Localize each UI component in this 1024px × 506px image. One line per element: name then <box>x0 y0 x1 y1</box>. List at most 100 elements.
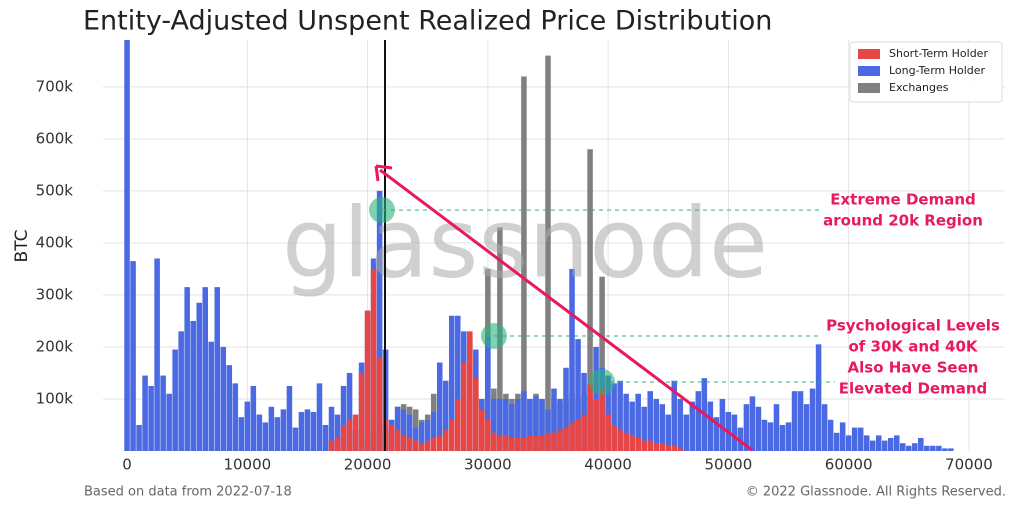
bar <box>461 362 467 451</box>
bar <box>521 76 527 451</box>
bar <box>743 404 750 451</box>
x-tick-label: 50000 <box>705 456 753 474</box>
annotations: Extreme Demand around 20k Region Psycholog… <box>823 191 1000 398</box>
bar <box>605 375 611 451</box>
bar <box>316 383 323 451</box>
bar <box>497 435 503 451</box>
bar <box>707 401 714 451</box>
bar <box>900 443 906 451</box>
bar <box>755 406 762 451</box>
bar <box>629 435 635 451</box>
bar <box>912 443 918 451</box>
bar <box>557 430 563 451</box>
bar <box>605 414 611 451</box>
bar <box>503 435 509 451</box>
bar <box>406 414 413 451</box>
bar <box>533 396 539 451</box>
x-tick-label: 10000 <box>223 456 271 474</box>
bar <box>485 419 491 451</box>
bar <box>166 393 172 451</box>
bar <box>352 414 359 451</box>
bar <box>418 443 425 451</box>
y-axis-label: BTC <box>12 230 32 263</box>
bar <box>653 443 659 451</box>
bar <box>563 427 569 451</box>
bar <box>304 409 311 451</box>
bar <box>406 437 413 451</box>
bar <box>509 437 515 451</box>
bar <box>930 445 936 451</box>
bar <box>539 398 545 451</box>
watermark: glassnode <box>282 187 768 299</box>
bar <box>761 419 768 451</box>
bar <box>346 419 353 451</box>
bar <box>148 385 154 451</box>
bar <box>400 435 407 451</box>
bar <box>202 287 208 451</box>
bar <box>611 383 617 451</box>
bar <box>412 440 419 451</box>
bar <box>569 422 575 451</box>
x-tick-label: 70000 <box>945 456 993 474</box>
x-tick-label: 0 <box>122 456 132 474</box>
bar <box>455 315 461 451</box>
bar <box>887 437 894 451</box>
bar <box>924 445 930 451</box>
bar <box>821 404 828 451</box>
bar <box>449 315 455 451</box>
bar <box>845 435 852 451</box>
bar <box>286 385 293 451</box>
bar <box>527 435 533 451</box>
bar <box>515 398 521 451</box>
bar <box>370 268 377 451</box>
bar <box>851 427 858 451</box>
bar <box>340 385 347 451</box>
bar <box>238 417 245 451</box>
bar <box>473 378 479 451</box>
bar <box>268 406 275 451</box>
bar <box>424 419 431 451</box>
bar <box>521 437 527 451</box>
bar <box>220 346 227 451</box>
bar <box>659 443 666 451</box>
bar <box>160 375 166 451</box>
trend-arrow <box>379 168 753 452</box>
bar <box>767 422 774 451</box>
x-tick-label: 40000 <box>584 456 632 474</box>
annotation: Extreme Demand <box>830 191 975 209</box>
bar <box>172 349 178 451</box>
bar <box>442 380 449 451</box>
bar <box>244 401 251 451</box>
bars <box>124 40 954 451</box>
bar <box>665 445 672 451</box>
highlight <box>481 323 507 349</box>
footer-source: Based on data from 2022-07-18 <box>84 485 292 500</box>
bar <box>918 437 924 451</box>
bar <box>310 411 317 451</box>
highlight <box>589 369 615 395</box>
legend-swatch <box>858 49 880 59</box>
legend-box <box>849 41 1003 103</box>
bar <box>671 445 678 451</box>
bar <box>346 372 353 451</box>
bar <box>575 419 581 451</box>
arrow-head <box>374 164 393 182</box>
bar <box>575 339 581 451</box>
bar <box>641 440 647 451</box>
bar <box>424 440 431 451</box>
bar <box>629 401 635 451</box>
bar <box>334 437 341 451</box>
annotation: Elevated Demand <box>839 380 988 398</box>
bar <box>226 365 233 451</box>
y-tick-label: 700k <box>36 77 74 95</box>
legend-label: Exchanges <box>889 81 949 94</box>
bar <box>485 336 491 451</box>
bar <box>190 320 196 451</box>
y-tick-label: 500k <box>36 181 74 199</box>
bar <box>274 417 281 451</box>
highlight <box>369 197 395 223</box>
bar <box>364 310 371 451</box>
bar <box>479 409 485 451</box>
